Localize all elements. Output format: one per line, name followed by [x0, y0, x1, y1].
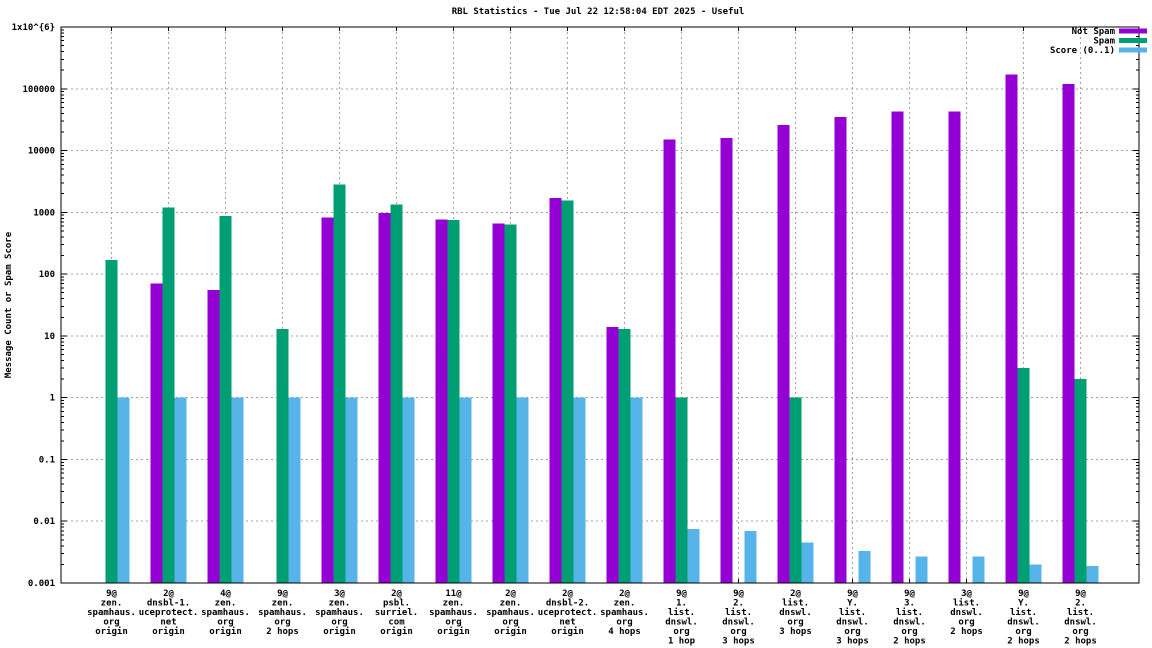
bar-not-spam	[834, 116, 847, 583]
bar-not-spam	[150, 283, 163, 583]
bar-not-spam	[1062, 83, 1075, 583]
x-tick-label: 9@ Y. list. dnswl. org 3 hops	[836, 589, 869, 647]
y-tick-label: 0.001	[28, 579, 55, 589]
x-tick-label: 9@ 2. list. dnswl. org 3 hops	[722, 589, 755, 647]
legend-swatch-spam	[1119, 38, 1147, 43]
bar-score-0-1	[630, 397, 643, 583]
x-tick-label: 11@ zen. spamhaus. org origin	[429, 589, 478, 637]
bar-score-0-1	[402, 397, 415, 583]
bar-score-0-1	[744, 530, 757, 583]
bar-score-0-1	[117, 397, 130, 583]
x-tick-label: 9@ 3. list. dnswl. org 2 hops	[893, 589, 926, 647]
x-tick-label: 2@ zen. spamhaus. org origin	[486, 589, 535, 637]
x-tick-label: 2@ dnsbl-1. uceprotect. net origin	[139, 589, 199, 637]
bar-not-spam	[606, 326, 619, 583]
x-tick-label: 9@ zen. spamhaus. org origin	[87, 589, 136, 637]
y-tick-label: 0.1	[39, 455, 55, 465]
bar-spam	[618, 328, 631, 583]
x-tick-label: 9@ 2. list. dnswl. org 2 hops	[1064, 589, 1097, 647]
bar-score-0-1	[801, 542, 814, 583]
bar-score-0-1	[231, 397, 244, 583]
legend-label-spam: Spam	[1093, 37, 1115, 47]
bar-spam	[789, 397, 802, 583]
bar-score-0-1	[1086, 565, 1099, 583]
bar-spam	[561, 200, 574, 583]
y-axis-title: Message Count or Spam Score	[4, 231, 14, 378]
bar-score-0-1	[687, 528, 700, 583]
y-tick-label: 1	[50, 394, 55, 404]
bar-score-0-1	[915, 556, 928, 583]
legend-label-not-spam: Not Spam	[1072, 27, 1116, 37]
bar-not-spam	[777, 124, 790, 583]
bar-not-spam	[492, 223, 505, 583]
bar-not-spam	[1005, 74, 1018, 584]
bar-spam	[1017, 368, 1030, 583]
plot-border	[60, 26, 1140, 584]
x-tick-label: 2@ dnsbl-2. uceprotect. net origin	[538, 589, 598, 637]
bar-not-spam	[435, 219, 448, 583]
bar-spam	[105, 259, 118, 583]
bar-spam	[504, 224, 517, 584]
x-tick-label: 9@ 1. list. dnswl. org 1 hop	[665, 589, 698, 647]
bar-score-0-1	[174, 397, 187, 583]
x-tick-label: 2@ psbl. surriel. com origin	[375, 589, 418, 637]
y-tick-label: 100000	[22, 85, 55, 95]
legend-swatch-score-0-1	[1119, 47, 1147, 53]
chart-title: RBL Statistics - Tue Jul 22 12:58:04 EDT…	[452, 6, 745, 17]
bar-not-spam	[321, 217, 334, 583]
y-tick-label: 1x10^{6}	[12, 23, 55, 33]
bar-score-0-1	[858, 550, 871, 583]
bar-spam	[333, 184, 346, 583]
x-tick-label: 9@ Y. list. dnswl. org 2 hops	[1007, 589, 1040, 647]
legend-swatch-not-spam	[1119, 28, 1147, 34]
bar-spam	[1074, 379, 1087, 583]
y-tick-label: 10	[44, 332, 55, 342]
x-tick-label: 2@ zen. spamhaus. org 4 hops	[600, 589, 649, 637]
bar-score-0-1	[972, 556, 985, 583]
bar-not-spam	[207, 290, 220, 583]
bar-score-0-1	[516, 397, 529, 583]
x-tick-label: 3@ zen. spamhaus. org origin	[315, 589, 364, 637]
bar-score-0-1	[573, 397, 586, 583]
y-tick-label: 0.01	[33, 517, 55, 527]
bar-spam	[447, 220, 460, 584]
y-tick-label: 10000	[28, 147, 55, 157]
bar-spam	[276, 328, 289, 583]
bar-score-0-1	[459, 397, 472, 583]
bar-spam	[390, 204, 403, 583]
bar-score-0-1	[345, 397, 358, 583]
x-tick-label: 4@ zen. spamhaus. org origin	[201, 589, 250, 637]
x-tick-label: 9@ zen. spamhaus. org 2 hops	[258, 589, 307, 637]
bar-spam	[219, 215, 232, 584]
x-tick-label: 3@ list. dnswl. org 2 hops	[950, 589, 983, 637]
bar-not-spam	[720, 137, 733, 583]
bar-not-spam	[891, 111, 904, 584]
y-tick-label: 1000	[33, 208, 55, 218]
bar-spam	[162, 207, 175, 583]
chart-generated-content: 1x10^{6} 100000 10000 1000 100 10 1 0.1 0.01 0.00…	[12, 23, 1147, 647]
bar-not-spam	[948, 111, 961, 584]
bar-score-0-1	[288, 397, 301, 583]
legend-label-score-0-1: Score (0..1)	[1050, 46, 1115, 56]
bar-not-spam	[549, 198, 562, 583]
x-tick-label: 2@ list. dnswl. org 3 hops	[779, 589, 812, 637]
bar-not-spam	[663, 139, 676, 583]
bar-spam	[675, 397, 688, 583]
bar-not-spam	[378, 212, 391, 583]
y-tick-label: 100	[39, 270, 55, 280]
bar-score-0-1	[1029, 564, 1042, 583]
